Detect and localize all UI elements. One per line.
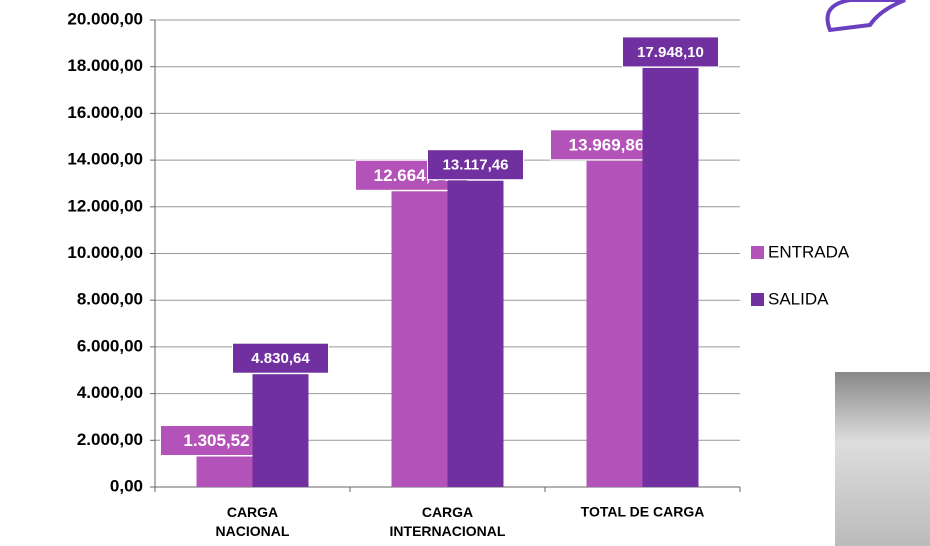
y-tick-label: 6.000,00 (77, 336, 143, 355)
logo-fragment (825, 0, 906, 33)
bar (196, 456, 253, 487)
legend-swatch (751, 293, 764, 306)
legend-swatch (751, 246, 764, 259)
x-tick-label: CARGA NACIONAL (216, 504, 290, 539)
bar (252, 374, 309, 487)
value-label: 1.305,52 (183, 431, 249, 450)
legend-label: ENTRADA (768, 242, 850, 261)
bar (391, 191, 448, 487)
y-tick-label: 12.000,00 (67, 196, 143, 215)
bar (447, 180, 504, 487)
y-tick-label: 4.000,00 (77, 383, 143, 402)
value-label-box (232, 342, 329, 374)
value-label-box (622, 36, 719, 68)
legend-label: SALIDA (768, 289, 829, 308)
value-label: 13.969,86 (569, 135, 645, 154)
value-label: 4.830,64 (251, 350, 310, 367)
y-tick-label: 18.000,00 (67, 56, 143, 75)
value-label: 17.948,10 (637, 44, 704, 61)
value-label-box (427, 149, 524, 181)
bar (586, 160, 643, 487)
x-tick-label: TOTAL DE CARGA (581, 504, 705, 520)
y-tick-label: 8.000,00 (77, 290, 143, 309)
x-tick-label: CARGA INTERNACIONAL (390, 504, 506, 539)
photo-fragment (835, 372, 930, 546)
y-tick-label: 0,00 (110, 476, 143, 495)
y-tick-label: 20.000,00 (67, 9, 143, 28)
value-label: 13.117,46 (443, 157, 509, 174)
y-tick-label: 2.000,00 (77, 430, 143, 449)
y-tick-label: 10.000,00 (67, 243, 143, 262)
bar (642, 67, 699, 487)
y-tick-label: 16.000,00 (67, 103, 143, 122)
y-tick-label: 14.000,00 (67, 150, 143, 169)
